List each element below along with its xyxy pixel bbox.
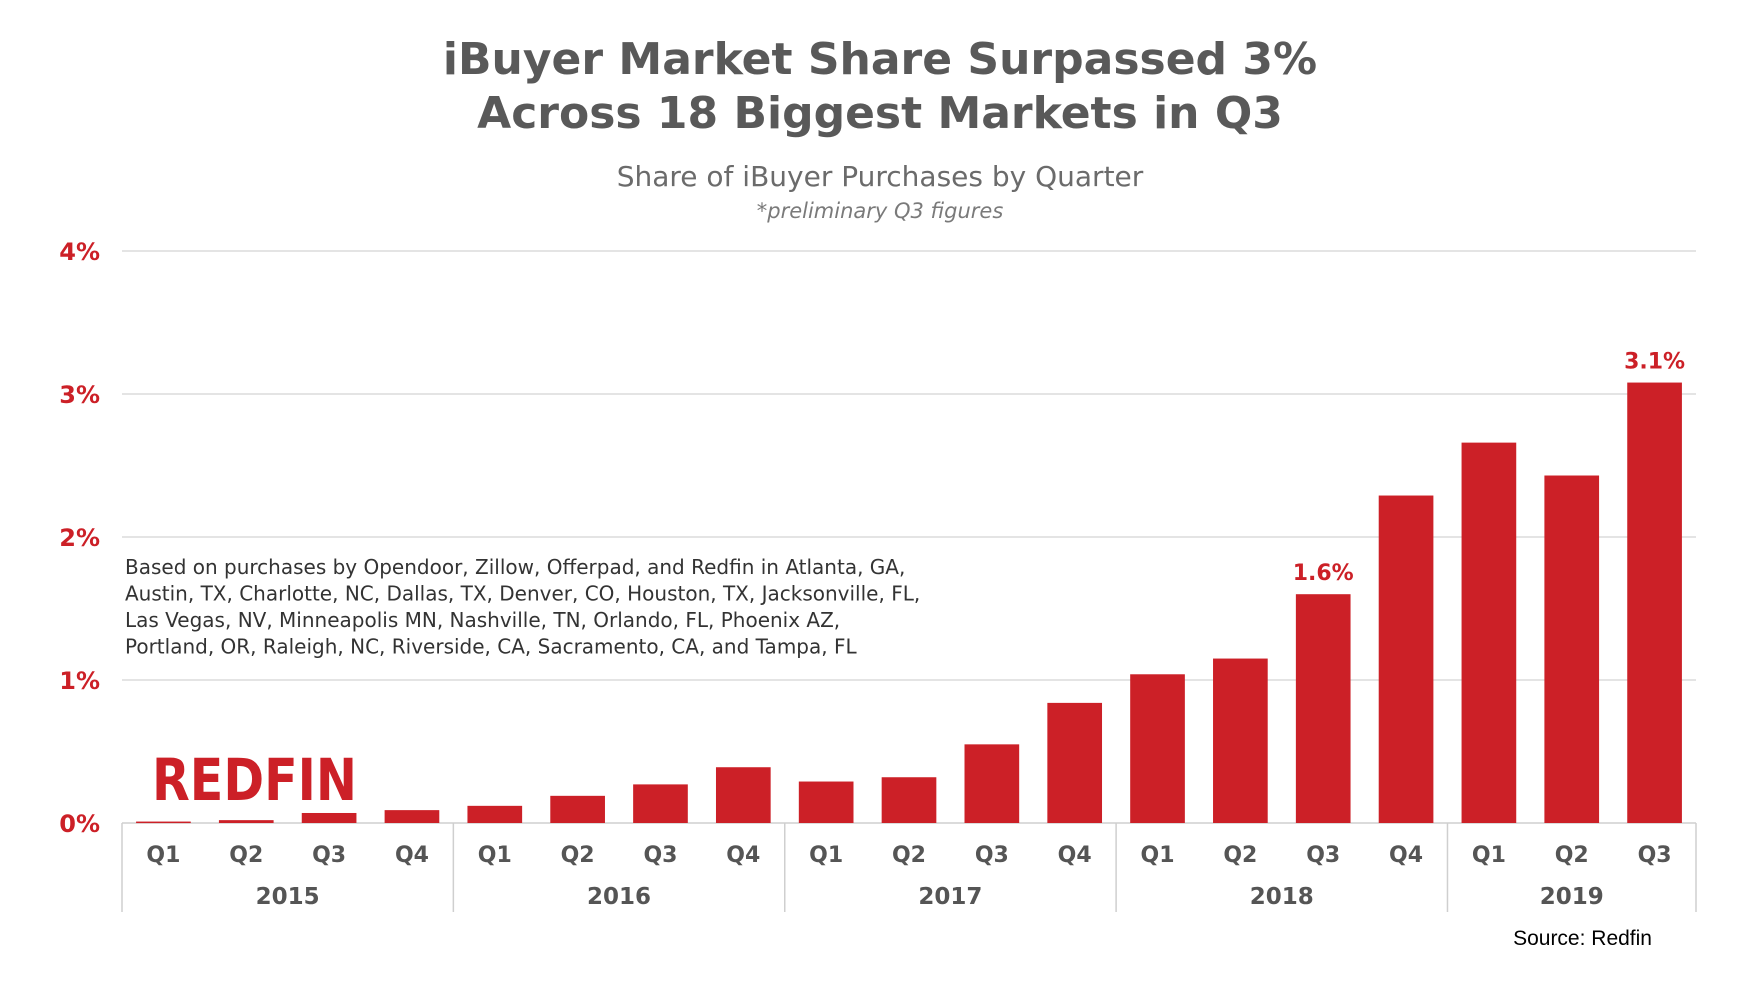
x-tick-label: Q3 <box>975 843 1009 868</box>
chart-title-line-2: Across 18 Biggest Markets in Q3 <box>477 88 1283 139</box>
bar-13 <box>1213 658 1268 823</box>
x-tick-label: Q2 <box>561 843 595 868</box>
annotation-line: Austin, TX, Charlotte, NC, Dallas, TX, D… <box>125 582 920 606</box>
bar-5 <box>550 795 605 823</box>
chart-titles: iBuyer Market Share Surpassed 3% Across … <box>443 34 1317 223</box>
bar-4 <box>467 805 523 823</box>
y-tick-label: 3% <box>59 381 100 409</box>
x-tick-label: Q1 <box>146 843 180 868</box>
data-label: 1.6% <box>1293 561 1354 586</box>
y-tick-label: 0% <box>59 810 100 838</box>
bar-11 <box>1047 702 1103 823</box>
bar-12 <box>1130 674 1185 823</box>
y-tick-label: 1% <box>59 667 100 695</box>
x-tick-label: Q1 <box>809 843 843 868</box>
gridlines <box>122 250 1696 824</box>
x-tick-label: Q2 <box>892 843 926 868</box>
bar-16 <box>1461 442 1517 823</box>
year-label: 2015 <box>256 884 320 910</box>
x-tick-label: Q4 <box>726 843 760 868</box>
source-label: Source: Redfin <box>1513 927 1652 950</box>
data-label: 3.1% <box>1624 350 1685 375</box>
redfin-logo: REDFIN <box>152 746 357 814</box>
x-axis: Q1 Q2 Q3 Q4 Q1 Q2 Q3 Q4 Q1 Q2 Q3 Q4 Q1 Q2 Q3 Q4 Q1 Q2 Q3 20… <box>121 823 1697 912</box>
bar-14 <box>1295 594 1351 823</box>
bar-1 <box>218 820 274 823</box>
y-tick-label: 4% <box>59 238 100 266</box>
annotation-text: Based on purchases by Opendoor, Zillow, … <box>125 555 920 659</box>
annotation-line: Las Vegas, NV, Minneapolis MN, Nashville… <box>125 608 840 632</box>
x-tick-label: Q1 <box>478 843 512 868</box>
bar-17 <box>1544 475 1600 823</box>
bar-10 <box>964 744 1020 823</box>
year-label: 2016 <box>587 884 651 910</box>
x-tick-label: Q3 <box>1638 843 1672 868</box>
y-axis-ticks: 0% 1% 2% 3% 4% <box>59 238 100 838</box>
bar-3 <box>384 810 440 823</box>
data-labels: 1.6% 3.1% <box>1293 350 1685 587</box>
x-tick-label: Q2 <box>1223 843 1257 868</box>
bar-0 <box>136 821 191 824</box>
bar-9 <box>881 777 937 823</box>
annotation-line: Based on purchases by Opendoor, Zillow, … <box>125 555 905 579</box>
x-tick-label: Q1 <box>1141 843 1175 868</box>
bar-18 <box>1627 382 1682 823</box>
x-tick-label: Q3 <box>643 843 677 868</box>
annotation-line: Portland, OR, Raleigh, NC, Riverside, CA… <box>125 635 857 659</box>
bar-8 <box>798 781 854 823</box>
chart-title-line-1: iBuyer Market Share Surpassed 3% <box>443 34 1317 85</box>
year-label: 2019 <box>1540 884 1604 910</box>
x-tick-label: Q2 <box>1555 843 1589 868</box>
year-label: 2017 <box>918 884 982 910</box>
chart-note: *preliminary Q3 figures <box>757 199 1004 223</box>
x-tick-label: Q1 <box>1472 843 1506 868</box>
x-tick-label: Q2 <box>229 843 263 868</box>
x-tick-label: Q4 <box>1389 843 1423 868</box>
x-tick-label: Q3 <box>1306 843 1340 868</box>
bars <box>136 382 1682 824</box>
bar-7 <box>715 767 771 823</box>
x-tick-label: Q4 <box>395 843 429 868</box>
year-label: 2018 <box>1250 884 1314 910</box>
bar-6 <box>633 784 688 823</box>
y-tick-label: 2% <box>59 524 100 552</box>
chart-subtitle: Share of iBuyer Purchases by Quarter <box>617 160 1144 193</box>
bar-2 <box>301 812 357 823</box>
x-tick-label: Q4 <box>1058 843 1092 868</box>
x-tick-label: Q3 <box>312 843 346 868</box>
bar-15 <box>1378 495 1434 823</box>
